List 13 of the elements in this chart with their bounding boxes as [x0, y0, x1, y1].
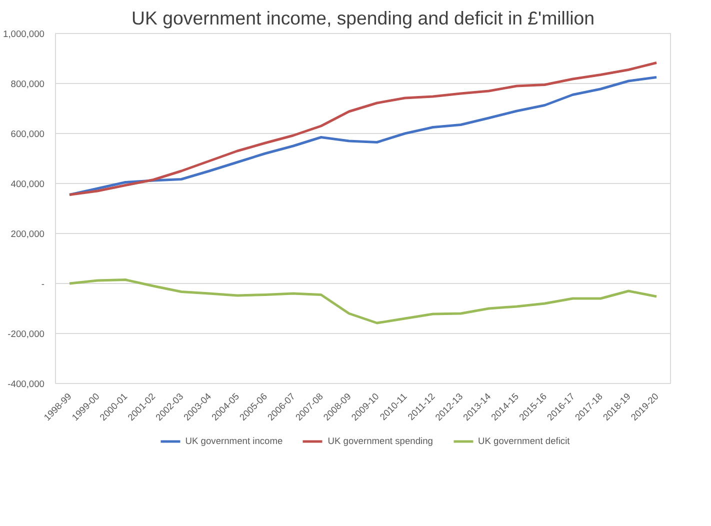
y-tick-label: -200,000: [8, 329, 45, 339]
y-tick-label: -400,000: [8, 379, 45, 389]
y-tick-label: -: [41, 279, 45, 289]
y-tick-label: 400,000: [10, 179, 45, 189]
chart-title: UK government income, spending and deficit in £'million: [132, 8, 594, 28]
y-tick-label: 800,000: [10, 79, 45, 89]
y-tick-label: 600,000: [10, 129, 45, 139]
y-tick-label: 1,000,000: [3, 29, 44, 39]
legend-label: UK government deficit: [478, 436, 570, 446]
y-tick-label: 200,000: [10, 229, 45, 239]
line-series: [68, 278, 658, 324]
legend-label: UK government income: [185, 436, 283, 446]
legend-label: UK government spending: [328, 436, 433, 446]
